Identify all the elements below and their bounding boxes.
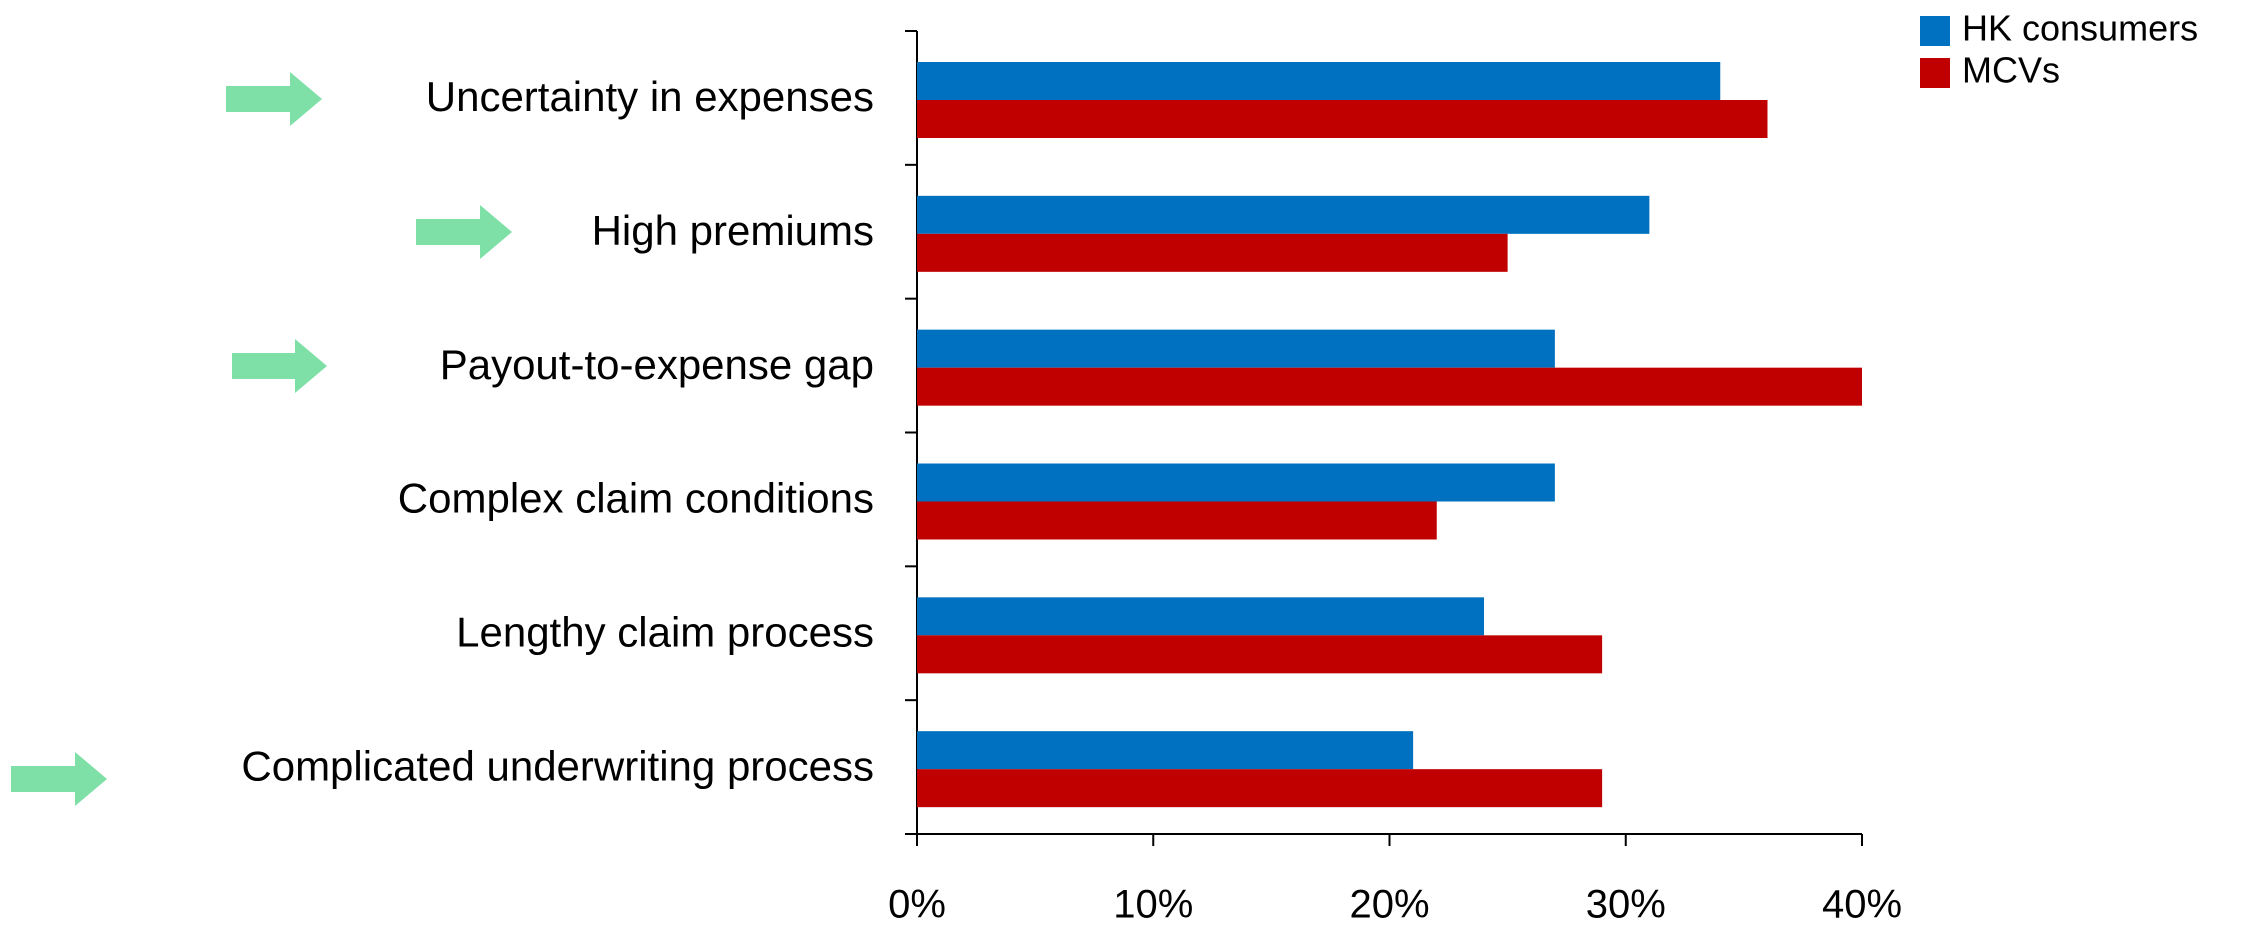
bar <box>917 100 1768 138</box>
bar <box>917 367 1862 406</box>
category-label: Lengthy claim process <box>456 608 874 655</box>
arrow <box>416 205 512 259</box>
x-tick-label: 0% <box>888 883 946 927</box>
x-tick-label: 20% <box>1349 883 1429 927</box>
legend-label: MCVs <box>1962 50 2060 91</box>
highlight-arrows <box>11 72 512 806</box>
category-label: Complex claim conditions <box>398 475 874 522</box>
bar <box>917 195 1650 234</box>
category-label: Payout-to-expense gap <box>440 341 874 388</box>
bar <box>917 329 1555 368</box>
bar <box>917 635 1603 674</box>
bar <box>917 233 1508 272</box>
legend-swatch <box>1920 16 1950 46</box>
bar <box>917 501 1437 540</box>
bar <box>917 769 1603 808</box>
legend-label: HK consumers <box>1962 8 2198 49</box>
arrow <box>226 72 322 126</box>
category-label: High premiums <box>592 207 874 254</box>
bar <box>917 731 1414 770</box>
category-label: Complicated underwriting process <box>241 742 874 789</box>
arrow <box>11 752 107 806</box>
bar <box>917 463 1555 502</box>
arrow <box>232 339 327 393</box>
bar <box>917 597 1484 636</box>
x-tick-label: 10% <box>1113 883 1193 927</box>
x-tick-label: 30% <box>1586 883 1666 927</box>
legend-swatch <box>1920 58 1950 88</box>
x-tick-label: 40% <box>1822 883 1902 927</box>
bar <box>917 62 1721 100</box>
category-label: Uncertainty in expenses <box>426 73 874 120</box>
